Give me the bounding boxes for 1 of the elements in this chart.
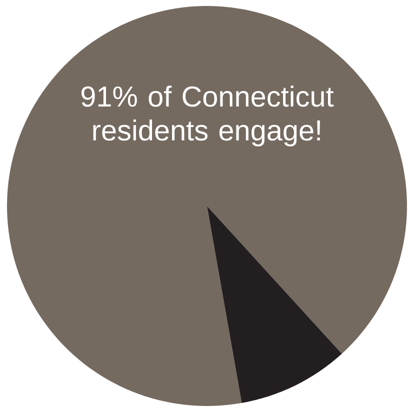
text: 91% of Connecticut residents engage! <box>81 86 334 146</box>
